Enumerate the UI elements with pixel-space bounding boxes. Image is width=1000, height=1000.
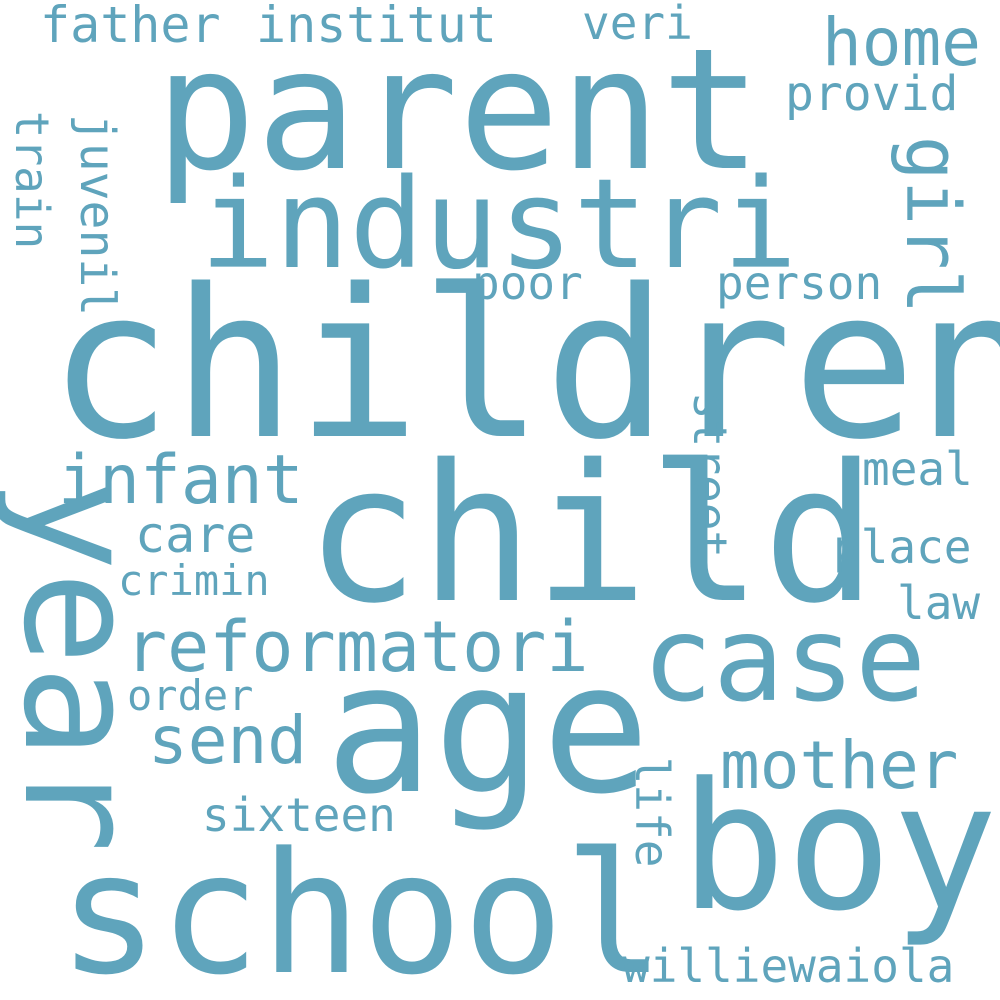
word-meal: meal bbox=[862, 442, 973, 496]
word-sixteen: sixteen bbox=[202, 788, 396, 842]
word-children: children bbox=[48, 245, 1000, 485]
word-law: law bbox=[897, 576, 981, 630]
word-person: person bbox=[716, 256, 883, 310]
word-father: father bbox=[40, 0, 221, 54]
word-send: send bbox=[148, 702, 307, 779]
word-veri: veri bbox=[582, 0, 693, 50]
word-care: care bbox=[135, 506, 256, 564]
word-juvenil: juvenil bbox=[69, 113, 125, 317]
word-child: child bbox=[305, 424, 877, 645]
word-case: case bbox=[642, 590, 927, 728]
word-age: age bbox=[325, 625, 651, 834]
word-williewaiola: williewaiola bbox=[622, 939, 955, 993]
word-infant: infant bbox=[58, 441, 304, 520]
word-place: place bbox=[833, 520, 972, 574]
word-girl: girl bbox=[889, 135, 975, 315]
word-crimin: crimin bbox=[118, 556, 270, 605]
word-mother: mother bbox=[720, 727, 959, 804]
word-school: school bbox=[58, 816, 665, 1000]
word-industri: industri bbox=[200, 153, 798, 297]
word-parent: parent bbox=[155, 12, 762, 208]
word-train: train bbox=[5, 110, 59, 250]
word-institut: institut bbox=[256, 0, 497, 54]
word-home: home bbox=[822, 4, 981, 81]
word-poor: poor bbox=[472, 256, 583, 310]
word-order: order bbox=[127, 671, 254, 720]
word-provid: provid bbox=[785, 66, 959, 122]
word-reformatori: reformatori bbox=[125, 606, 589, 688]
word-life: life bbox=[625, 756, 679, 868]
word-boy: boy bbox=[680, 745, 998, 950]
word-street: street bbox=[683, 391, 737, 559]
word-year: year bbox=[0, 477, 171, 853]
